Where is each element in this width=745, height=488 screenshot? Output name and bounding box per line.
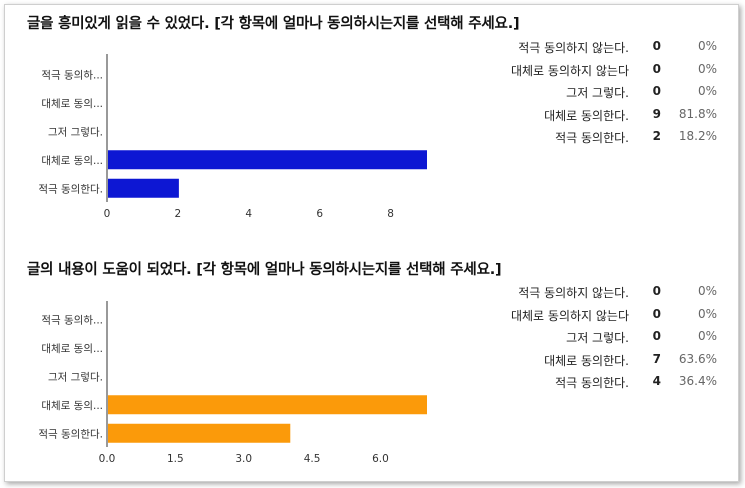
- summary-percent: 0%: [697, 61, 717, 76]
- summary-label: 대체로 동의한다.: [544, 353, 629, 368]
- category-label: 그저 그렇다.: [48, 370, 103, 383]
- summary-row: 대체로 동의한다. 7 63.6%: [445, 349, 735, 372]
- question-title-1: 글을 흥미있게 읽을 수 있었다. [각 항목에 얼마나 동의하시는지를 선택해…: [27, 16, 520, 32]
- summary-percent: 63.6%: [678, 351, 717, 366]
- summary-count: 0: [652, 284, 661, 298]
- summary-label: 적극 동의하지 않는다.: [518, 41, 629, 55]
- bar: [108, 395, 427, 415]
- summary-count: 0: [652, 329, 661, 343]
- summary-label: 대체로 동의한다.: [544, 108, 629, 123]
- x-tick-label: 4: [245, 208, 252, 220]
- summary-label: 그저 그렇다.: [566, 86, 629, 100]
- bar-chart-2: 적극 동의하... 대체로 동의... 그저 그렇다. 대체로 동의... 적극 동의한…: [38, 301, 427, 465]
- bar: [108, 150, 427, 170]
- summary-percent: 0%: [697, 84, 717, 98]
- summary-table-1: 적극 동의하지 않는다. 0 0% 대체로 동의하지 않는다 0 0% 그저 그렇다. 0 0%…: [445, 36, 735, 149]
- summary-label: 적극 동의한다.: [555, 376, 629, 390]
- x-tick-label: 3.0: [235, 453, 252, 465]
- summary-row: 대체로 동의한다. 9 81.8%: [445, 104, 735, 127]
- summary-label: 대체로 동의하지 않는다: [510, 308, 629, 323]
- summary-row: 대체로 동의하지 않는다 0 0%: [445, 304, 735, 327]
- question-title-2: 글의 내용이 도움이 되었다. [각 항목에 얼마나 동의하시는지를 선택해 주…: [27, 262, 502, 278]
- summary-label: 적극 동의한다.: [555, 131, 629, 145]
- category-label: 대체로 동의...: [41, 343, 103, 355]
- summary-row: 그저 그렇다. 0 0%: [445, 81, 735, 104]
- results-panel: 글을 흥미있게 읽을 수 있었다. [각 항목에 얼마나 동의하시는지를 선택해…: [4, 4, 739, 482]
- x-tick-label: 0: [104, 208, 111, 220]
- summary-row: 그저 그렇다. 0 0%: [445, 326, 735, 349]
- summary-row: 적극 동의하지 않는다. 0 0%: [445, 36, 735, 59]
- x-tick-label: 0.0: [99, 453, 116, 465]
- summary-count: 4: [652, 374, 661, 388]
- summary-table-2: 적극 동의하지 않는다. 0 0% 대체로 동의하지 않는다 0 0% 그저 그렇다. 0 0%…: [445, 281, 735, 394]
- summary-count: 0: [652, 39, 661, 53]
- x-tick-label: 6: [316, 208, 323, 220]
- category-label: 대체로 동의...: [41, 98, 103, 110]
- summary-percent: 0%: [697, 284, 717, 298]
- category-label: 대체로 동의...: [41, 400, 103, 412]
- summary-percent: 0%: [697, 329, 717, 343]
- x-tick-label: 8: [387, 208, 394, 220]
- bar: [108, 178, 179, 198]
- summary-percent: 36.4%: [678, 374, 717, 388]
- summary-count: 2: [652, 129, 661, 143]
- summary-count: 9: [652, 106, 661, 121]
- bar-chart-1: 적극 동의하... 대체로 동의... 그저 그렇다. 대체로 동의... 적극 동의한…: [38, 54, 427, 220]
- x-tick-label: 2: [175, 208, 182, 220]
- x-tick-label: 6.0: [372, 453, 389, 465]
- summary-percent: 0%: [697, 306, 717, 321]
- category-label: 적극 동의한다.: [38, 183, 103, 195]
- x-tick-label: 4.5: [304, 453, 321, 465]
- summary-count: 0: [652, 306, 661, 321]
- summary-label: 그저 그렇다.: [566, 331, 629, 345]
- summary-percent: 81.8%: [678, 106, 717, 121]
- category-label: 적극 동의하...: [41, 313, 103, 326]
- x-tick-label: 1.5: [167, 453, 184, 465]
- summary-row: 적극 동의하지 않는다. 0 0%: [445, 281, 735, 304]
- summary-count: 7: [652, 351, 661, 366]
- summary-row: 대체로 동의하지 않는다 0 0%: [445, 59, 735, 82]
- category-label: 적극 동의하...: [41, 68, 103, 81]
- summary-label: 적극 동의하지 않는다.: [518, 286, 629, 300]
- bar: [108, 423, 291, 443]
- category-label: 그저 그렇다.: [48, 125, 103, 138]
- summary-row: 적극 동의한다. 2 18.2%: [445, 126, 735, 149]
- category-label: 대체로 동의...: [41, 155, 103, 167]
- summary-count: 0: [652, 84, 661, 98]
- summary-label: 대체로 동의하지 않는다: [510, 63, 629, 78]
- summary-count: 0: [652, 61, 661, 76]
- summary-percent: 18.2%: [678, 129, 717, 143]
- category-label: 적극 동의한다.: [38, 428, 103, 440]
- summary-percent: 0%: [697, 39, 717, 53]
- summary-row: 적극 동의한다. 4 36.4%: [445, 371, 735, 394]
